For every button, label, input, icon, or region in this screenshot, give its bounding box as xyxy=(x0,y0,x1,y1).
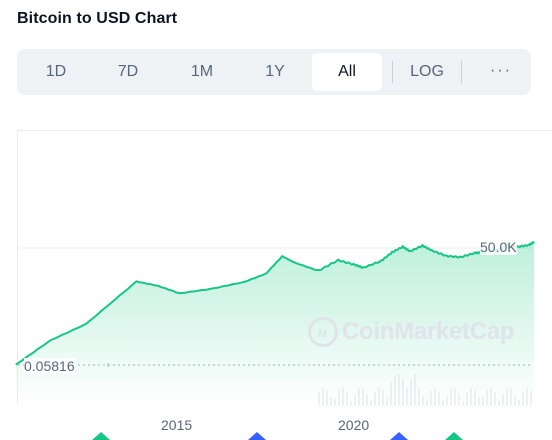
range-1m-button[interactable]: 1M xyxy=(190,63,214,80)
event-marker[interactable] xyxy=(445,432,463,440)
range-1y-button[interactable]: 1Y xyxy=(265,63,285,80)
price-axis-label: 50.0K xyxy=(480,239,517,255)
range-7d-button[interactable]: 7D xyxy=(117,63,139,80)
range-divider xyxy=(461,61,462,83)
range-all-button[interactable]: All xyxy=(312,53,382,91)
x-tick-2020: 2020 xyxy=(338,417,370,433)
coinmarketcap-logo-icon: M xyxy=(308,317,338,347)
price-chart[interactable]: M CoinMarketCap 50.0K 0.05816 2015 2020 xyxy=(15,130,552,433)
log-scale-toggle[interactable]: LOG xyxy=(410,63,444,80)
price-plot xyxy=(15,241,535,406)
range-1d-button[interactable]: 1D xyxy=(45,63,67,80)
time-range-selector: 1D 7D 1M 1Y All LOG ··· xyxy=(17,49,531,95)
event-marker[interactable] xyxy=(390,432,408,440)
range-divider xyxy=(392,61,393,83)
event-marker[interactable] xyxy=(92,432,110,440)
x-tick-2015: 2015 xyxy=(161,417,193,433)
start-price-label: 0.05816 xyxy=(24,358,75,374)
event-marker[interactable] xyxy=(248,432,266,440)
more-options-icon[interactable]: ··· xyxy=(490,62,512,79)
event-markers xyxy=(92,432,463,440)
price-area xyxy=(15,241,535,406)
chart-title: Bitcoin to USD Chart xyxy=(17,10,178,27)
